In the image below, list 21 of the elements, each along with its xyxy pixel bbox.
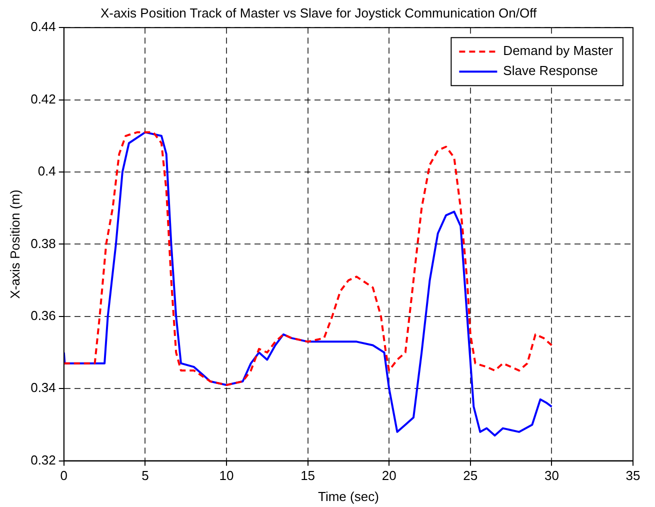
y-tick-label: 0.32 (30, 452, 56, 468)
x-tick-label: 20 (382, 468, 396, 484)
x-tick-label: 15 (300, 468, 316, 484)
x-axis-title: Time (sec) (318, 488, 379, 504)
x-tick-label: 25 (463, 468, 478, 484)
legend-label: Demand by Master (503, 43, 614, 58)
y-tick-label: 0.36 (30, 308, 56, 323)
x-tick-label: 0 (60, 468, 68, 484)
y-tick-label: 0.42 (30, 91, 56, 106)
y-tick-label: 0.34 (30, 380, 56, 396)
y-tick-label: 0.38 (30, 236, 56, 251)
x-tick-label: 30 (544, 468, 559, 484)
y-axis-title: X-axis Position (m) (7, 190, 22, 299)
y-tick-label: 0.44 (30, 19, 56, 34)
x-tick-label: 10 (219, 468, 234, 484)
legend-label: Slave Response (503, 63, 598, 78)
x-tick-label: 35 (626, 468, 640, 484)
y-tick-label: 0.4 (38, 164, 56, 179)
line-series (64, 131, 553, 386)
chart-title: X-axis Position Track of Master vs Slave for Joystick Communication On/Off (100, 5, 537, 20)
x-tick-label: 5 (142, 468, 149, 484)
